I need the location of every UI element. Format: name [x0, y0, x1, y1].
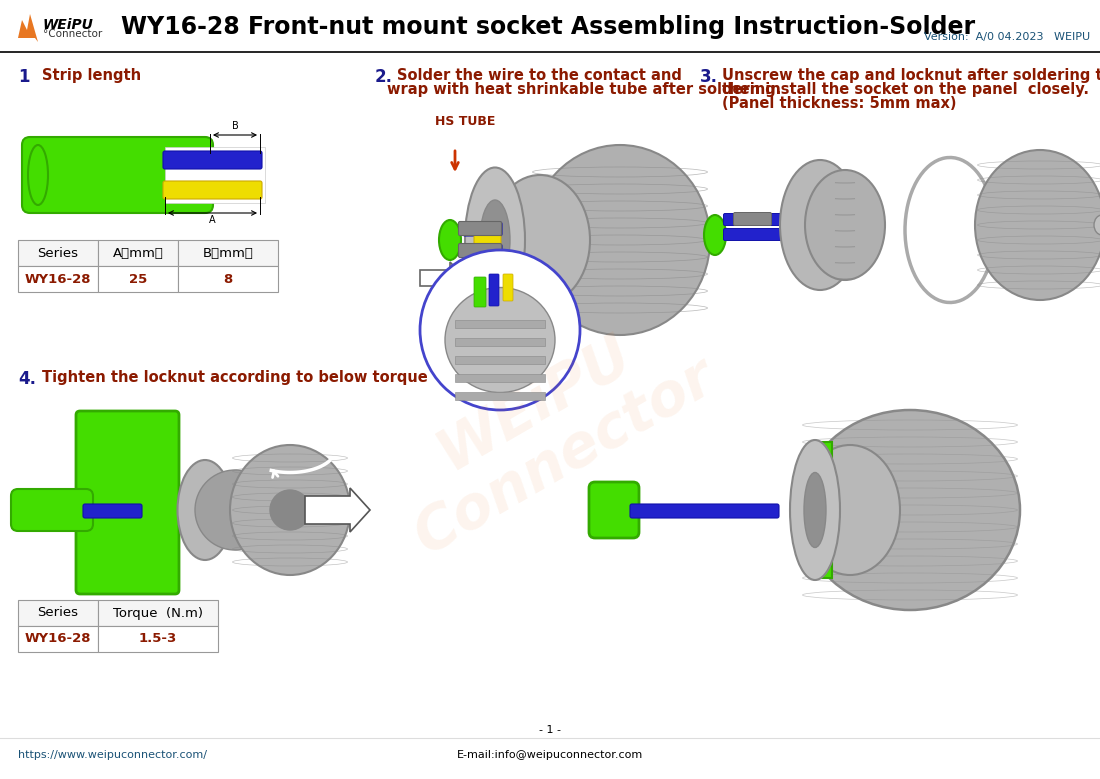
Ellipse shape: [1094, 215, 1100, 235]
Text: WEiPU: WEiPU: [43, 18, 94, 32]
Bar: [455, 320, 544, 328]
Text: 8: 8: [223, 273, 232, 285]
Ellipse shape: [800, 410, 1020, 610]
Text: Series: Series: [37, 607, 78, 619]
Bar: [178, 240, 278, 266]
Text: Series: Series: [37, 246, 78, 259]
FancyBboxPatch shape: [474, 277, 486, 307]
Ellipse shape: [230, 445, 350, 575]
Ellipse shape: [177, 460, 232, 560]
Ellipse shape: [28, 145, 48, 205]
Ellipse shape: [790, 440, 840, 580]
FancyBboxPatch shape: [724, 213, 781, 225]
FancyBboxPatch shape: [76, 411, 179, 594]
FancyBboxPatch shape: [459, 244, 502, 258]
FancyBboxPatch shape: [463, 222, 502, 236]
Ellipse shape: [439, 220, 461, 260]
Text: WY16-28: WY16-28: [24, 273, 91, 285]
Ellipse shape: [800, 445, 900, 575]
Polygon shape: [305, 488, 370, 532]
Text: °Connector: °Connector: [43, 29, 102, 39]
FancyBboxPatch shape: [459, 221, 502, 235]
Text: wrap with heat shrinkable tube after soldering.: wrap with heat shrinkable tube after sol…: [387, 82, 781, 97]
FancyBboxPatch shape: [82, 504, 142, 518]
Ellipse shape: [975, 150, 1100, 300]
Bar: [98, 600, 218, 626]
FancyBboxPatch shape: [724, 228, 781, 241]
FancyBboxPatch shape: [734, 213, 771, 225]
Text: - 1 -: - 1 -: [539, 725, 561, 735]
Text: 1.5-3: 1.5-3: [139, 633, 177, 646]
Text: B（mm）: B（mm）: [202, 246, 253, 259]
Bar: [98, 240, 178, 266]
Ellipse shape: [804, 473, 826, 548]
Circle shape: [420, 250, 580, 410]
Text: (Panel thickness: 5mm max): (Panel thickness: 5mm max): [722, 96, 957, 111]
Ellipse shape: [530, 145, 710, 335]
Ellipse shape: [704, 215, 726, 255]
Bar: [165, 147, 265, 203]
Bar: [455, 392, 544, 400]
Ellipse shape: [446, 287, 556, 393]
Text: E-mail:info@weipuconnector.com: E-mail:info@weipuconnector.com: [456, 750, 644, 760]
Polygon shape: [18, 14, 38, 42]
Ellipse shape: [270, 490, 310, 530]
Text: HS TUBE: HS TUBE: [434, 115, 495, 128]
Text: https://www.weipuconnector.com/: https://www.weipuconnector.com/: [18, 750, 207, 760]
FancyBboxPatch shape: [630, 504, 779, 518]
Text: WY16-28: WY16-28: [24, 633, 91, 646]
Text: Torque  (N.m): Torque (N.m): [113, 607, 204, 619]
FancyBboxPatch shape: [11, 489, 94, 531]
FancyBboxPatch shape: [163, 151, 262, 169]
Ellipse shape: [195, 470, 275, 550]
Text: then install the socket on the panel  closely.: then install the socket on the panel clo…: [722, 82, 1089, 97]
Bar: [455, 356, 544, 364]
Text: WY16-28 Front-nut mount socket Assembling Instruction-Solder: WY16-28 Front-nut mount socket Assemblin…: [121, 15, 975, 39]
Text: Strip length: Strip length: [42, 68, 141, 83]
Ellipse shape: [780, 160, 860, 290]
Bar: [18, 240, 98, 266]
Bar: [455, 338, 544, 346]
Bar: [18, 266, 98, 292]
Text: 25: 25: [129, 273, 147, 285]
Ellipse shape: [465, 167, 525, 312]
Bar: [98, 266, 178, 292]
Text: WEiPU
Connector: WEiPU Connector: [374, 294, 726, 566]
Text: A（mm）: A（mm）: [112, 246, 164, 259]
Text: A: A: [209, 215, 216, 225]
Bar: [18, 600, 98, 626]
Text: 1: 1: [18, 68, 30, 86]
FancyBboxPatch shape: [588, 482, 639, 538]
FancyBboxPatch shape: [163, 181, 262, 199]
Bar: [820, 442, 832, 578]
Text: Unscrew the cap and locknut after soldering the wire,: Unscrew the cap and locknut after solder…: [722, 68, 1100, 83]
FancyBboxPatch shape: [503, 274, 513, 301]
Text: 3.: 3.: [700, 68, 718, 86]
Ellipse shape: [490, 175, 590, 305]
Text: Version:  A/0 04.2023   WEIPU: Version: A/0 04.2023 WEIPU: [924, 32, 1090, 42]
Bar: [98, 626, 218, 652]
Bar: [178, 266, 278, 292]
Ellipse shape: [805, 170, 886, 280]
Ellipse shape: [480, 200, 510, 280]
Text: Solder the wire to the contact and: Solder the wire to the contact and: [397, 68, 682, 83]
Polygon shape: [420, 262, 465, 294]
FancyBboxPatch shape: [22, 137, 213, 213]
FancyBboxPatch shape: [490, 274, 499, 306]
Bar: [18, 626, 98, 652]
Bar: [455, 374, 544, 382]
Text: 2.: 2.: [375, 68, 393, 86]
FancyBboxPatch shape: [474, 235, 500, 245]
FancyBboxPatch shape: [463, 244, 502, 258]
Text: 4.: 4.: [18, 370, 36, 388]
Text: Tighten the locknut according to below torque: Tighten the locknut according to below t…: [42, 370, 428, 385]
Text: B: B: [232, 121, 239, 131]
